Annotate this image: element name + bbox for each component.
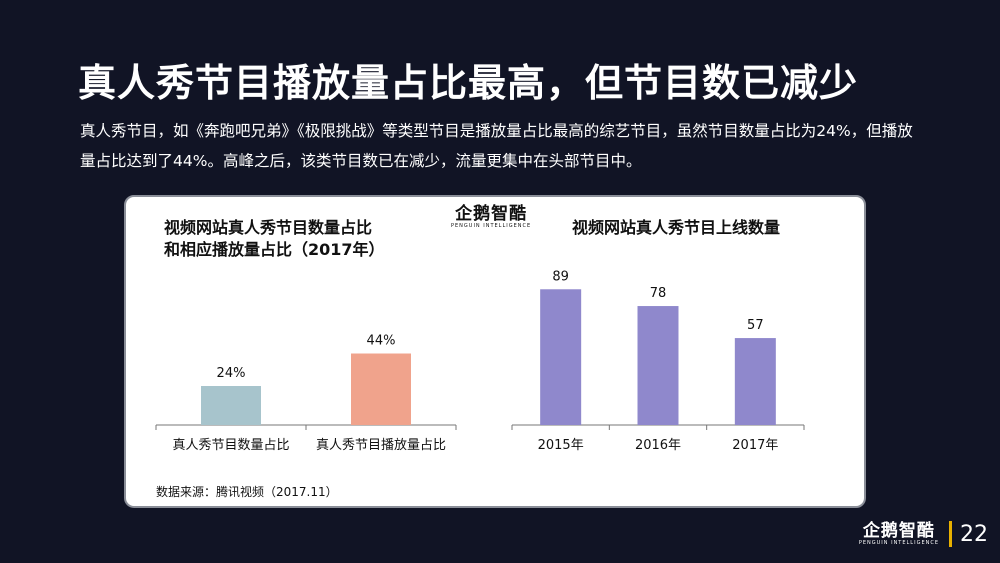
chart1-title: 视频网站真人秀节目数量占比 和相应播放量占比（2017年） [164, 217, 385, 261]
footer-logo-subtext: PENGUIN INTELLIGENCE [858, 539, 939, 546]
chart1-title-line1: 视频网站真人秀节目数量占比 [164, 218, 373, 237]
data-source: 数据来源：腾讯视频（2017.11） [156, 485, 338, 499]
footer-logo-text: 企鹅智酷 [862, 520, 935, 541]
chart2-category-label-3: 2017年 [732, 438, 778, 453]
chart2-category-label-1: 2015年 [538, 438, 584, 453]
footer-logo: 企鹅智酷 PENGUIN INTELLIGENCE [859, 522, 939, 547]
chart1-value-label-1: 24% [217, 366, 246, 381]
chart1-bar-1 [201, 386, 261, 425]
panel-logo: 企鹅智酷 PENGUIN INTELLIGENCE [451, 205, 531, 230]
chart2-title: 视频网站真人秀节目上线数量 [572, 218, 781, 237]
page-number-divider [949, 521, 952, 547]
page-footer: 企鹅智酷 PENGUIN INTELLIGENCE 22 [859, 521, 988, 547]
chart2-category-label-2: 2016年 [635, 438, 681, 453]
chart2-value-label-2: 78 [650, 286, 667, 301]
panel-logo-text: 企鹅智酷 [455, 204, 528, 224]
charts-canvas: 24% 真人秀节目数量占比 44% 真人秀节目播放量占比 89 2015年 78 2016年 5… [155, 269, 805, 453]
chart2-bar-1 [540, 289, 582, 425]
chart2-bar-3 [734, 338, 776, 425]
chart2-value-label-1: 89 [552, 269, 569, 284]
chart1-category-label-2: 真人秀节目播放量占比 [316, 438, 446, 453]
slide-description: 真人秀节目，如《奔跑吧兄弟》《极限挑战》等类型节目是播放量占比最高的综艺节目，虽… [80, 122, 913, 170]
slide-title: 真人秀节目播放量占比最高，但节目数已减少 [78, 61, 859, 105]
panel-logo-subtext: PENGUIN INTELLIGENCE [451, 223, 532, 229]
chart1-title-line2: 和相应播放量占比（2017年） [164, 240, 385, 259]
chart2-value-label-3: 57 [747, 318, 764, 333]
page-number: 22 [960, 521, 988, 547]
chart2-bar-2 [637, 306, 679, 425]
chart1-category-label-1: 真人秀节目数量占比 [172, 438, 289, 453]
chart1-bar-2 [351, 353, 411, 425]
chart1-value-label-2: 44% [367, 334, 396, 349]
chart-panel: 视频网站真人秀节目数量占比 和相应播放量占比（2017年） 企鹅智酷 PENGU… [124, 195, 866, 508]
